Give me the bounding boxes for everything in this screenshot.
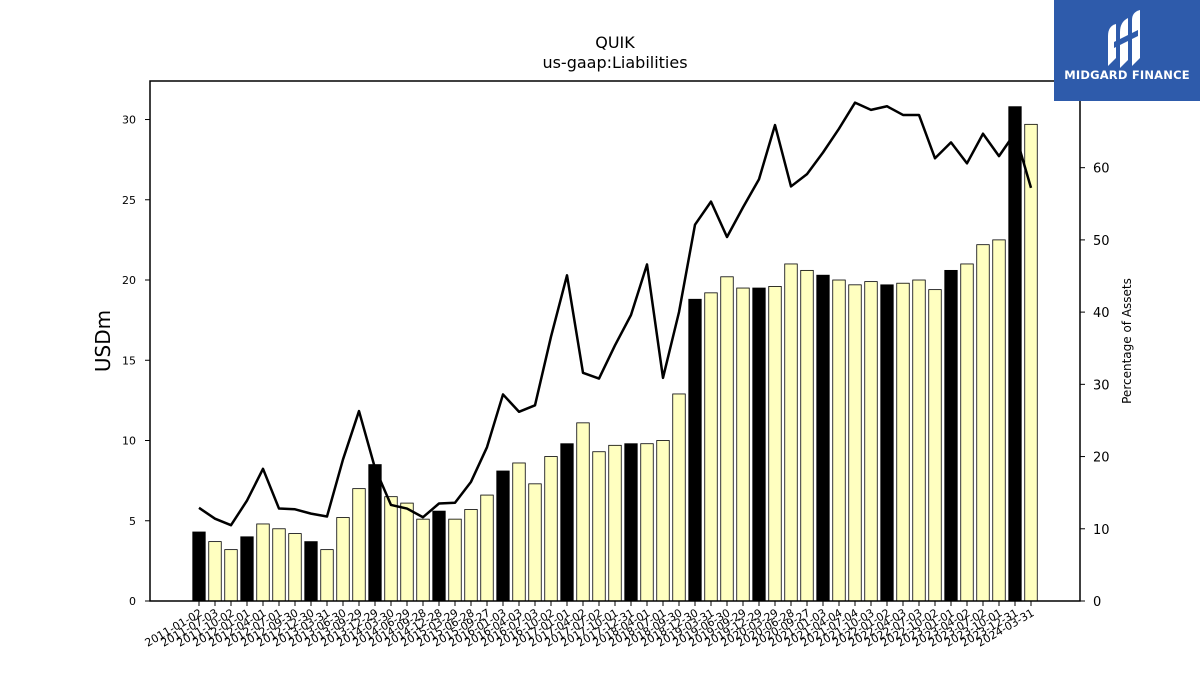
bar bbox=[336, 517, 350, 602]
bar bbox=[448, 518, 462, 602]
bar bbox=[848, 284, 862, 602]
bar bbox=[704, 292, 718, 602]
bar bbox=[384, 496, 398, 602]
brand-logo: MIDGARD FINANCE bbox=[1054, 0, 1200, 101]
bar bbox=[512, 462, 526, 602]
y-tick-label: 25 bbox=[122, 194, 136, 207]
bar bbox=[208, 541, 222, 602]
bar bbox=[240, 536, 254, 602]
chart-subtitle: us-gaap:Liabilities bbox=[542, 53, 687, 72]
y2-tick-label: 40 bbox=[1093, 306, 1110, 321]
bar bbox=[480, 494, 494, 602]
bar bbox=[640, 443, 654, 602]
y-tick-label: 30 bbox=[122, 114, 136, 127]
bar bbox=[624, 443, 638, 602]
bar bbox=[992, 239, 1006, 602]
bar bbox=[832, 279, 846, 602]
bar bbox=[560, 443, 574, 602]
y2-tick-label: 0 bbox=[1093, 595, 1101, 610]
brand-name: MIDGARD FINANCE bbox=[1064, 68, 1190, 82]
bar bbox=[400, 502, 414, 602]
y-axis-left: 0 5 10 15 20 25 30 bbox=[122, 114, 150, 608]
x-axis: 2011-01-022011-07-032011-10-022012-01-01… bbox=[143, 601, 1037, 650]
bar bbox=[576, 422, 590, 602]
y-axis-right: 0 10 20 30 40 50 60 bbox=[1080, 162, 1110, 610]
bar bbox=[880, 284, 894, 602]
bar bbox=[800, 269, 814, 602]
line-series bbox=[198, 101, 1033, 527]
bar bbox=[320, 549, 334, 602]
percentage-line bbox=[198, 101, 1033, 527]
bar bbox=[672, 393, 686, 602]
bar bbox=[608, 444, 622, 602]
bar bbox=[432, 510, 446, 602]
bar bbox=[752, 287, 766, 602]
bar bbox=[960, 263, 974, 602]
y2-tick-label: 20 bbox=[1093, 451, 1110, 466]
y2-tick-label: 50 bbox=[1093, 234, 1110, 249]
bar-series bbox=[192, 106, 1038, 602]
bar bbox=[1008, 106, 1022, 602]
bar bbox=[528, 483, 542, 602]
bar bbox=[656, 440, 670, 602]
bar bbox=[784, 263, 798, 602]
bar bbox=[288, 533, 302, 602]
bar bbox=[928, 289, 942, 602]
y-axis-label: USDm bbox=[91, 310, 115, 372]
y2-axis-label: Percentage of Assets bbox=[1120, 278, 1134, 404]
y-tick-label: 15 bbox=[122, 354, 136, 367]
bar bbox=[256, 523, 270, 602]
bar bbox=[816, 274, 830, 602]
bar bbox=[1024, 123, 1038, 602]
bar bbox=[720, 276, 734, 602]
bar bbox=[896, 282, 910, 602]
bar bbox=[272, 528, 286, 602]
bar bbox=[224, 549, 238, 602]
bar bbox=[368, 464, 382, 602]
y-tick-label: 10 bbox=[122, 435, 136, 448]
bar bbox=[352, 488, 366, 602]
y-tick-label: 0 bbox=[129, 595, 136, 608]
bar bbox=[464, 509, 478, 602]
bar bbox=[736, 287, 750, 602]
bar bbox=[864, 281, 878, 602]
y-tick-label: 5 bbox=[129, 515, 136, 528]
bar bbox=[768, 286, 782, 602]
y2-tick-label: 10 bbox=[1093, 523, 1110, 538]
bar bbox=[304, 541, 318, 602]
bar bbox=[688, 298, 702, 602]
chart-title: QUIK bbox=[595, 33, 635, 52]
y2-tick-label: 60 bbox=[1093, 162, 1110, 177]
bar bbox=[544, 456, 558, 602]
bar bbox=[912, 279, 926, 602]
bar bbox=[496, 470, 510, 602]
bar bbox=[416, 518, 430, 602]
bar bbox=[592, 451, 606, 602]
brand-mark-icon bbox=[1108, 10, 1140, 68]
bar bbox=[192, 531, 206, 602]
y-tick-label: 20 bbox=[122, 274, 136, 287]
bar bbox=[944, 269, 958, 602]
bar bbox=[976, 244, 990, 602]
y2-tick-label: 30 bbox=[1093, 378, 1110, 393]
